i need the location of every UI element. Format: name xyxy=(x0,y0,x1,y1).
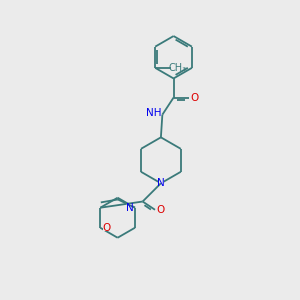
Bar xyxy=(103,225,110,231)
Text: NH: NH xyxy=(146,108,162,118)
Text: O: O xyxy=(156,205,164,215)
Text: O: O xyxy=(102,223,110,233)
Bar xyxy=(157,207,164,213)
Bar xyxy=(158,180,164,187)
Bar xyxy=(126,205,133,211)
Text: N: N xyxy=(126,203,134,213)
Text: CH₃: CH₃ xyxy=(169,63,187,73)
Text: O: O xyxy=(190,93,198,103)
Bar xyxy=(191,94,197,100)
Bar xyxy=(149,110,159,116)
Text: N: N xyxy=(157,178,165,188)
